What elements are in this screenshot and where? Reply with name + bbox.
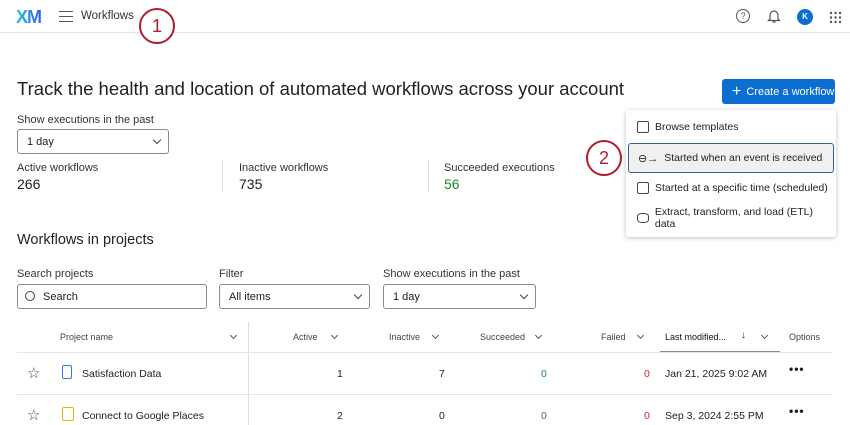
search-placeholder: Search <box>43 291 78 303</box>
help-icon[interactable]: ? <box>736 9 750 23</box>
last-modified: Jan 21, 2025 9:02 AM <box>665 368 768 380</box>
menu-item-etl[interactable]: Extract, transform, and load (ETL) data <box>628 203 834 233</box>
callout-2: 2 <box>586 140 622 176</box>
succeeded-count: 0 <box>541 410 547 422</box>
menu-item-browse-templates[interactable]: Browse templates <box>628 112 834 142</box>
stat-value: 56 <box>444 176 460 192</box>
chevron-down-icon[interactable] <box>229 331 238 340</box>
chevron-down-icon[interactable] <box>534 331 543 340</box>
col-last-modified[interactable]: Last modified... <box>665 332 727 342</box>
stat-label: Active workflows <box>17 162 99 174</box>
menu-item-scheduled[interactable]: Started at a specific time (scheduled) <box>628 173 834 203</box>
divider <box>222 160 223 192</box>
star-icon[interactable]: ☆ <box>27 407 41 424</box>
stat-value: 266 <box>17 176 41 192</box>
filter-label: Filter <box>219 268 244 280</box>
imported-project-icon <box>62 407 74 421</box>
projects-heading: Workflows in projects <box>17 232 154 248</box>
create-workflow-menu: Browse templates ⊖→ Started when an event… <box>626 110 836 237</box>
menu-item-label: Extract, transform, and load (ETL) data <box>654 206 814 230</box>
chevron-down-icon[interactable] <box>330 331 339 340</box>
inactive-count: 7 <box>439 368 445 380</box>
exec-value: 1 day <box>393 291 420 303</box>
exec-label: Show executions in the past <box>383 268 520 280</box>
options-menu-button[interactable]: ••• <box>789 404 805 418</box>
col-active[interactable]: Active <box>293 332 318 342</box>
project-name[interactable]: Satisfaction Data <box>82 368 162 380</box>
xm-logo[interactable]: XM <box>16 7 42 27</box>
menu-item-label: Browse templates <box>655 121 739 133</box>
failed-count: 0 <box>644 410 650 422</box>
active-count: 2 <box>337 410 343 422</box>
calendar-clock-icon <box>637 182 649 194</box>
avatar[interactable]: K <box>797 9 813 25</box>
executions-label: Show executions in the past <box>17 114 154 126</box>
exec-select[interactable]: 1 day <box>383 284 536 309</box>
last-modified: Sep 3, 2024 2:55 PM <box>665 410 764 422</box>
sort-down-icon[interactable]: ↓ <box>741 330 746 341</box>
filter-value: All items <box>229 291 271 303</box>
menu-item-label: Started at a specific time (scheduled) <box>655 182 828 194</box>
apps-grid-icon[interactable] <box>829 11 842 24</box>
search-input[interactable]: Search <box>17 284 207 309</box>
search-label: Search projects <box>17 268 94 280</box>
page-title: Workflows <box>81 10 134 22</box>
etl-database-icon <box>637 213 649 223</box>
col-project-name[interactable]: Project name <box>60 332 114 342</box>
options-menu-button[interactable]: ••• <box>789 362 805 376</box>
filter-select[interactable]: All items <box>219 284 370 309</box>
event-trigger-icon: ⊖→ <box>638 152 659 165</box>
chevron-down-icon[interactable] <box>760 331 769 340</box>
chevron-down-icon <box>519 290 529 300</box>
col-succeeded[interactable]: Succeeded <box>480 332 526 342</box>
page-heading: Track the health and location of automat… <box>17 78 625 99</box>
create-workflow-button[interactable]: + Create a workflow <box>722 79 835 104</box>
callout-1: 1 <box>139 8 175 44</box>
chevron-down-icon[interactable] <box>636 331 645 340</box>
search-icon <box>25 291 35 301</box>
stat-label: Inactive workflows <box>239 162 329 174</box>
create-workflow-label: Create a workflow <box>746 85 835 98</box>
col-options: Options <box>789 332 821 342</box>
top-bar <box>0 0 850 33</box>
divider <box>428 160 429 192</box>
header-divider <box>17 352 833 353</box>
survey-icon <box>62 365 72 379</box>
executions-value: 1 day <box>27 136 54 148</box>
inactive-count: 0 <box>439 410 445 422</box>
bell-icon[interactable] <box>767 9 781 24</box>
menu-item-event-trigger[interactable]: ⊖→ Started when an event is received <box>628 143 834 173</box>
menu-item-label: Started when an event is received <box>664 152 823 164</box>
executions-select[interactable]: 1 day <box>17 129 169 154</box>
succeeded-count: 0 <box>541 368 547 380</box>
stat-label: Succeeded executions <box>444 162 555 174</box>
stat-value: 735 <box>239 176 263 192</box>
project-name[interactable]: Connect to Google Places <box>82 410 204 422</box>
plus-icon: + <box>732 82 742 100</box>
col-failed[interactable]: Failed <box>601 332 626 342</box>
templates-icon <box>637 121 649 133</box>
failed-count: 0 <box>644 368 650 380</box>
active-count: 1 <box>337 368 343 380</box>
chevron-down-icon[interactable] <box>431 331 440 340</box>
row-divider <box>17 394 833 395</box>
star-icon[interactable]: ☆ <box>27 365 41 382</box>
column-divider <box>248 322 249 425</box>
col-inactive[interactable]: Inactive <box>389 332 421 342</box>
hamburger-icon[interactable] <box>59 11 73 22</box>
chevron-down-icon <box>152 135 162 145</box>
chevron-down-icon <box>353 290 363 300</box>
